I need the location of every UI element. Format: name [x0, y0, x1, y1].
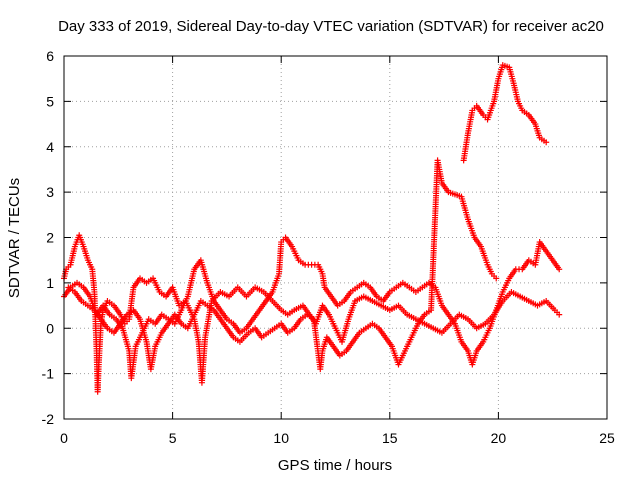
- y-tick-labels: -2 -1 0 1 2 3 4 5 6: [42, 48, 55, 427]
- data-point-marker: [543, 139, 550, 146]
- y-tick-label: 6: [46, 48, 54, 64]
- x-axis-label: GPS time / hours: [278, 457, 392, 474]
- series-track-a: [61, 232, 563, 395]
- y-tick-label: 2: [46, 230, 54, 246]
- y-tick-label: 3: [46, 184, 54, 200]
- x-tick-label: 10: [273, 430, 289, 446]
- y-tick-label: -1: [42, 366, 55, 382]
- chart-title: Day 333 of 2019, Sidereal Day-to-day VTE…: [58, 18, 604, 35]
- plot-frame: [63, 55, 608, 420]
- x-tick-label: 15: [382, 430, 398, 446]
- data-point-marker: [493, 275, 500, 282]
- data-point-marker: [556, 311, 563, 318]
- x-tick-label: 5: [169, 430, 177, 446]
- y-tick-label: 0: [46, 320, 54, 336]
- y-tick-label: 1: [46, 275, 54, 291]
- x-tick-label: 20: [491, 430, 507, 446]
- axis-ticks: [63, 55, 608, 420]
- y-tick-label: 4: [46, 139, 54, 155]
- y-tick-label: 5: [46, 93, 54, 109]
- x-tick-labels: 0 5 10 15 20 25: [60, 430, 615, 446]
- series-track-b: [61, 234, 563, 382]
- grid-lines: [64, 56, 607, 419]
- data-point-marker: [556, 266, 563, 273]
- x-tick-label: 0: [60, 430, 68, 446]
- y-tick-label: -2: [42, 411, 55, 427]
- series-track-c: [65, 62, 550, 373]
- plot-area: [61, 62, 563, 395]
- y-axis-label: SDTVAR / TECUs: [6, 178, 23, 298]
- x-tick-label: 25: [599, 430, 615, 446]
